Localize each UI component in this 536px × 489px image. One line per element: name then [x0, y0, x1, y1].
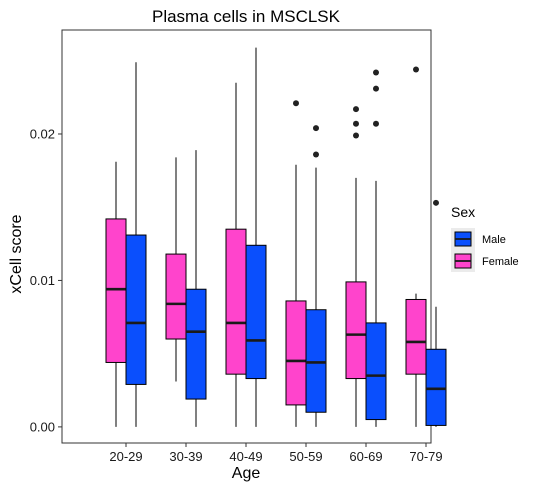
x-tick-label: 20-29: [109, 449, 142, 464]
box-male-50-59: [305, 125, 327, 427]
box-male-70-79: [425, 199, 447, 427]
box-male-20-29: [125, 62, 147, 427]
y-tick-label: 0.02: [30, 126, 55, 141]
legend-label-male: Male: [482, 234, 506, 246]
box-male-30-39: [185, 150, 207, 427]
outlier-point: [353, 132, 359, 139]
legend-title: Sex: [451, 204, 475, 220]
box-body: [305, 309, 327, 413]
x-tick-label: 70-79: [409, 449, 442, 464]
box-body: [345, 281, 367, 380]
outlier-point: [313, 151, 319, 158]
box-body: [165, 253, 187, 340]
box-male-40-49: [245, 47, 267, 427]
box-body: [125, 234, 147, 385]
box-body: [425, 348, 447, 426]
boxes-layer: [105, 47, 447, 427]
x-tick-label: 30-39: [169, 449, 202, 464]
legend: Sex Male Female: [451, 204, 519, 272]
y-tick-label: 0.00: [30, 419, 55, 434]
outlier-point: [373, 85, 379, 92]
y-axis: 0.00 0.01 0.02: [30, 126, 62, 434]
outlier-point: [413, 66, 419, 73]
outlier-point: [433, 199, 439, 206]
y-axis-title: xCell score: [8, 214, 25, 293]
outlier-point: [373, 69, 379, 76]
outlier-point: [353, 120, 359, 127]
legend-label-female: Female: [482, 256, 519, 268]
box-body: [405, 298, 427, 375]
box-female-40-49: [225, 82, 247, 427]
outlier-point: [293, 100, 299, 107]
x-tick-label: 60-69: [349, 449, 382, 464]
box-body: [245, 244, 267, 380]
box-female-60-69: [345, 106, 367, 427]
x-tick-label: 50-59: [289, 449, 322, 464]
box-female-20-29: [105, 161, 127, 427]
x-axis: 20-29 30-39 40-49 50-59 60-69 70-79: [109, 443, 443, 464]
box-body: [105, 218, 127, 363]
x-axis-title: Age: [232, 465, 261, 482]
outlier-point: [313, 125, 319, 132]
outlier-point: [373, 120, 379, 127]
box-body: [365, 322, 387, 421]
y-tick-label: 0.01: [30, 273, 55, 288]
box-body: [225, 228, 247, 375]
chart-title: Plasma cells in MSCLSK: [152, 7, 341, 26]
box-body: [185, 288, 207, 400]
box-male-60-69: [365, 69, 387, 427]
x-tick-label: 40-49: [229, 449, 262, 464]
outlier-point: [353, 106, 359, 113]
box-body: [285, 300, 307, 406]
box-female-70-79: [405, 66, 427, 427]
